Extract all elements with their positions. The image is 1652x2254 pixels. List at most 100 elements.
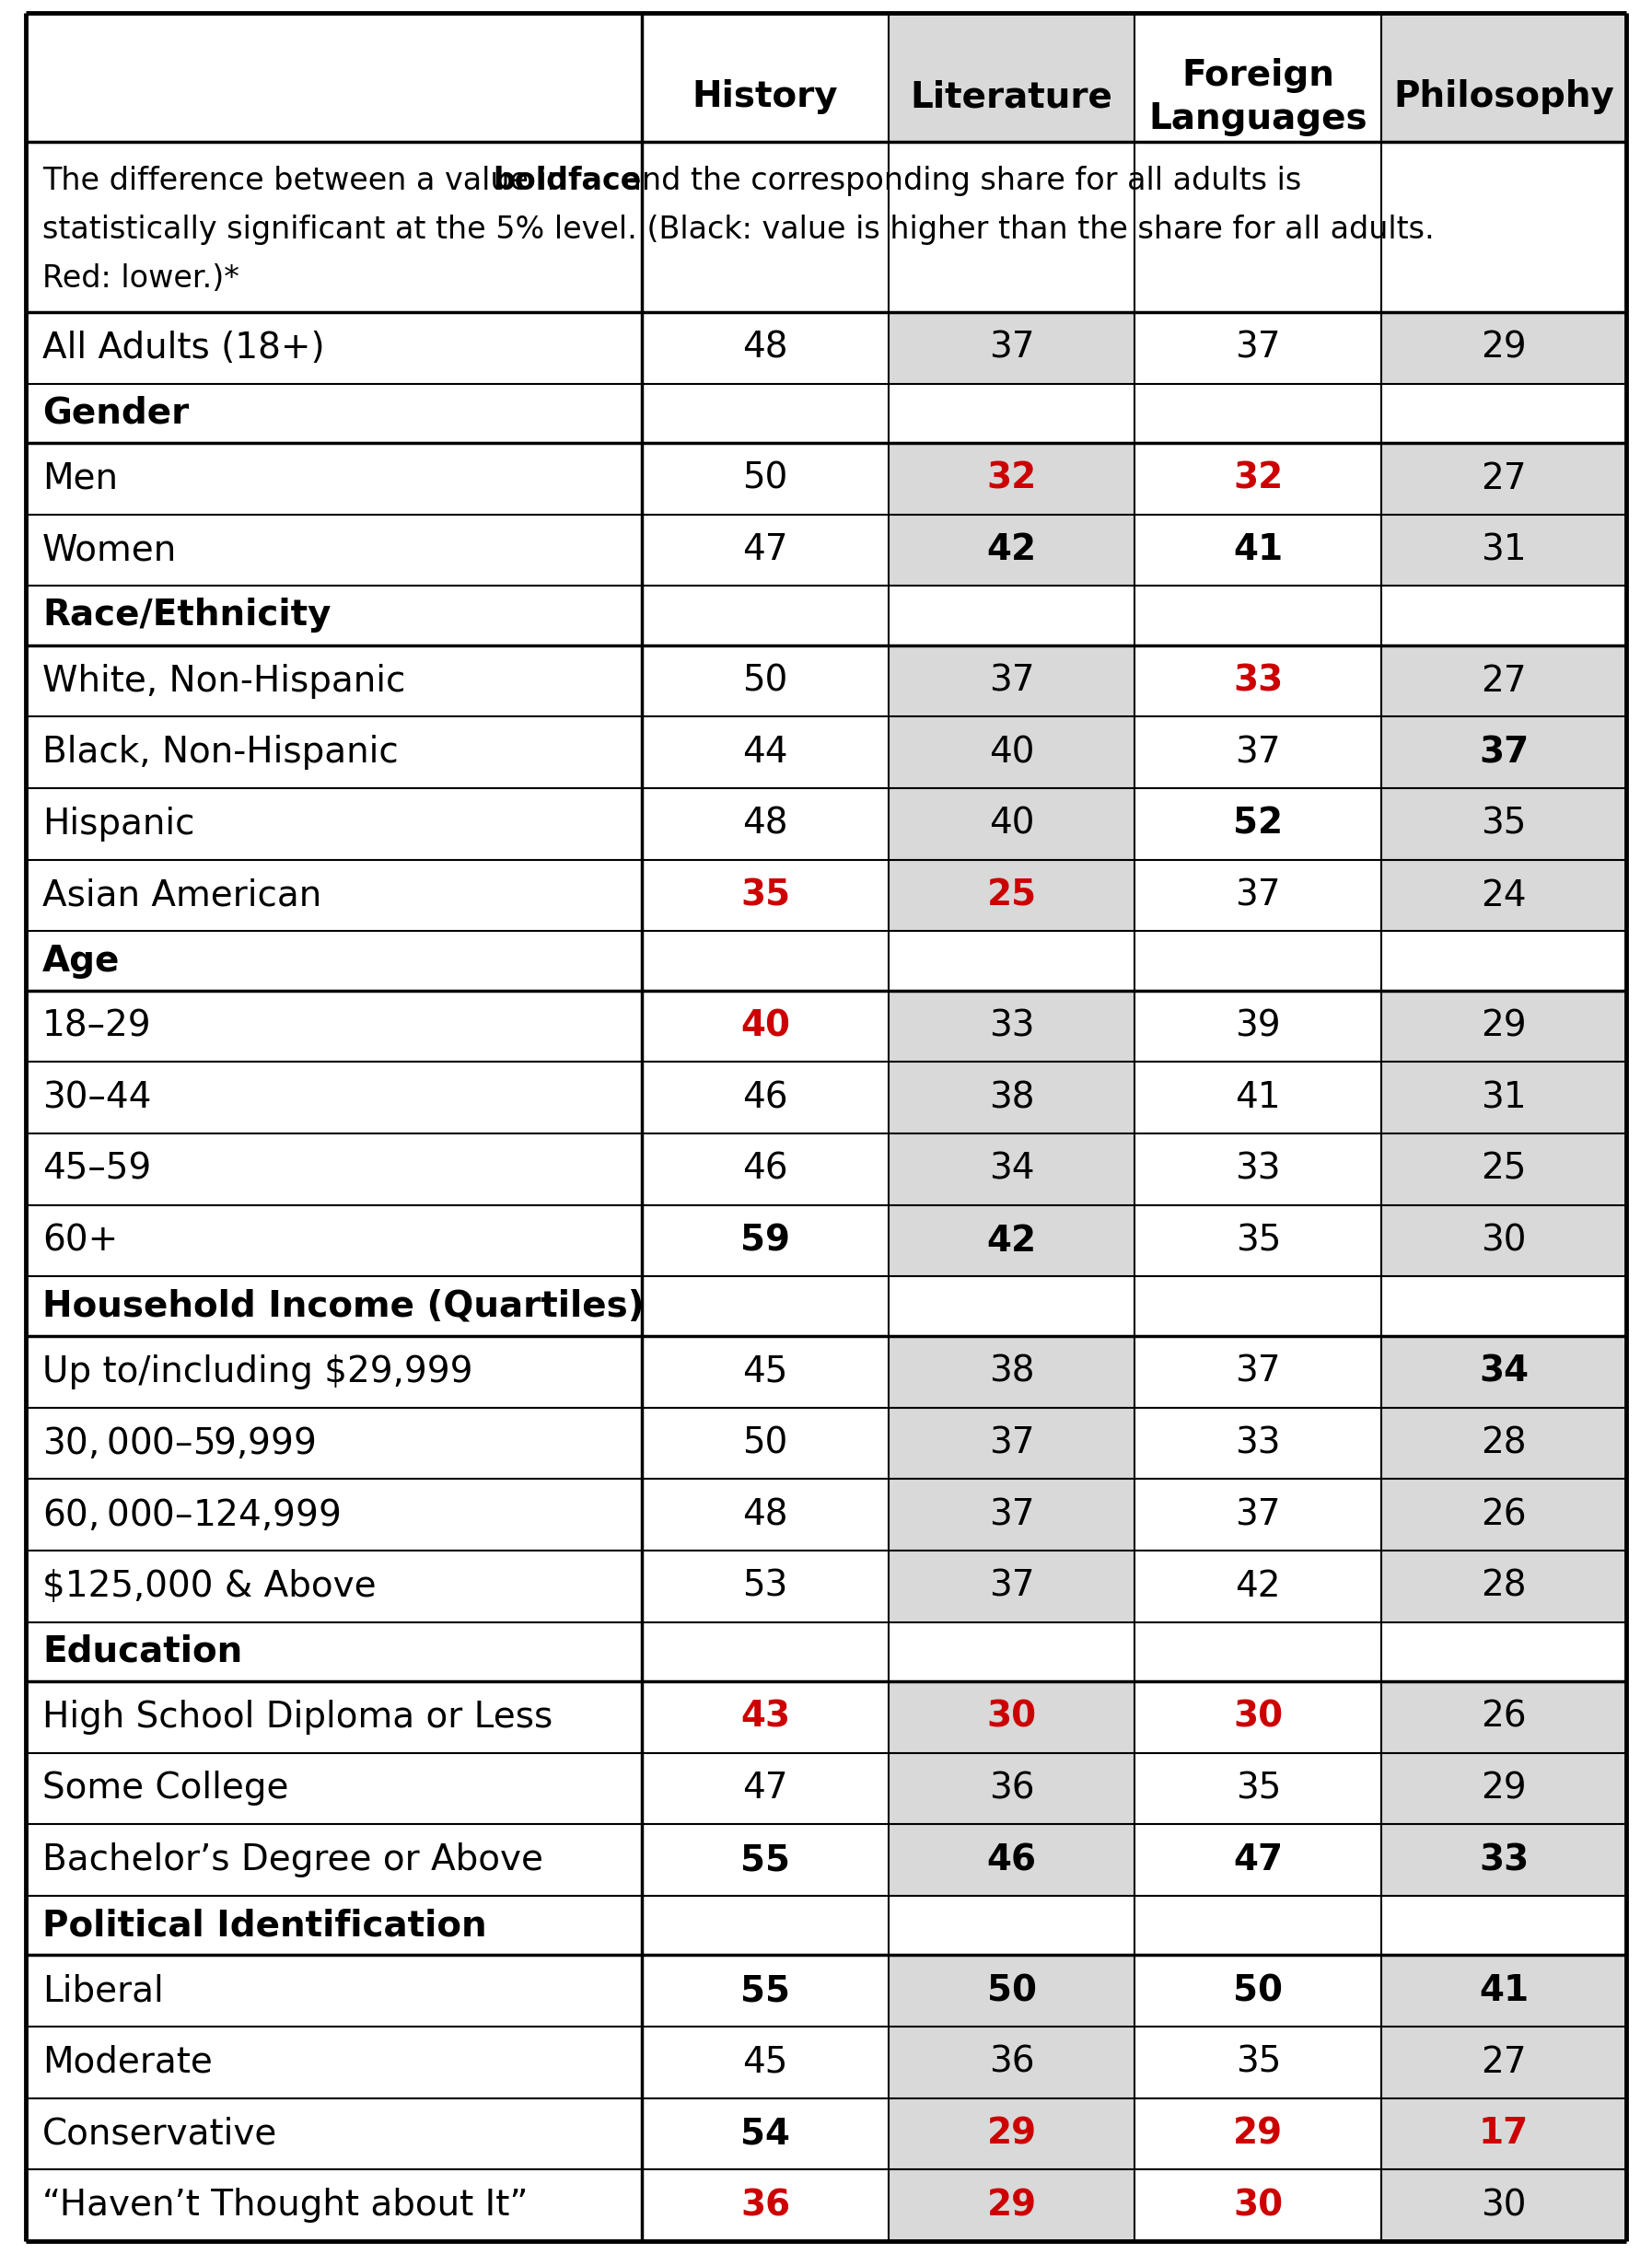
Text: 48: 48 [742,807,788,841]
Text: 30: 30 [986,1700,1036,1736]
Bar [1381,2098,1626,2171]
Text: 27: 27 [1480,462,1526,496]
Text: 45: 45 [742,1355,788,1388]
Bar [643,1479,889,1551]
Text: High School Diploma or Less: High School Diploma or Less [43,1700,553,1736]
Bar [26,1954,643,2026]
Text: 39: 39 [1236,1010,1280,1044]
Text: Gender: Gender [43,397,188,431]
Bar [1381,1062,1626,1134]
Text: 50: 50 [742,1425,788,1461]
Bar [889,14,1135,142]
Bar [26,14,643,142]
Text: Conservative: Conservative [43,2117,278,2150]
Text: 30: 30 [1480,2189,1526,2222]
Text: Race/Ethnicity: Race/Ethnicity [43,597,330,633]
Text: 24: 24 [1480,879,1526,913]
Text: 35: 35 [740,879,790,913]
Bar [643,859,889,931]
Text: 30: 30 [1480,1224,1526,1258]
Bar [889,645,1135,717]
Text: 50: 50 [742,462,788,496]
Bar [1135,2026,1381,2098]
Text: 33: 33 [1236,1425,1280,1461]
Bar [1381,1479,1626,1551]
Text: 40: 40 [990,735,1034,771]
Text: 52: 52 [1232,807,1284,841]
Bar [643,1754,889,1823]
Text: 17: 17 [1479,2117,1528,2150]
Bar [1135,1062,1381,1134]
Text: 29: 29 [986,2189,1036,2222]
Text: History: History [692,79,838,115]
Bar [643,1954,889,2026]
Bar [889,789,1135,859]
Bar [643,1062,889,1134]
Text: boldface: boldface [494,167,643,196]
Bar [643,1206,889,1276]
Text: Up to/including $29,999: Up to/including $29,999 [43,1355,472,1388]
Text: 47: 47 [742,532,788,568]
Bar [643,2171,889,2240]
Bar [1135,442,1381,514]
Text: Literature: Literature [910,79,1113,115]
Bar [643,789,889,859]
Text: Political Identification: Political Identification [43,1907,487,1943]
Bar [1381,990,1626,1062]
Text: 37: 37 [990,663,1034,699]
Text: 42: 42 [986,1224,1036,1258]
Text: 25: 25 [1482,1152,1526,1188]
Bar [26,383,1626,442]
Bar [26,586,1626,645]
Bar [1381,442,1626,514]
Bar [1135,1406,1381,1479]
Text: 28: 28 [1480,1425,1526,1461]
Text: 29: 29 [986,2117,1036,2150]
Bar [643,1134,889,1206]
Text: 37: 37 [1236,1355,1280,1388]
Bar [643,717,889,789]
Text: 55: 55 [740,1972,790,2008]
Text: 37: 37 [990,1425,1034,1461]
Bar [889,1206,1135,1276]
Text: 26: 26 [1480,1700,1526,1736]
Bar [26,1337,643,1406]
Bar [1135,514,1381,586]
Bar [1381,859,1626,931]
Text: Bachelor’s Degree or Above: Bachelor’s Degree or Above [43,1842,544,1878]
Text: 60+: 60+ [43,1224,117,1258]
Text: 45: 45 [742,2044,788,2080]
Bar [643,1406,889,1479]
Text: 40: 40 [740,1010,790,1044]
Bar [1135,645,1381,717]
Text: 34: 34 [1479,1355,1528,1388]
Text: Foreign
Languages: Foreign Languages [1148,59,1368,135]
Text: 47: 47 [1232,1842,1284,1878]
Text: 41: 41 [1232,532,1284,568]
Text: 34: 34 [990,1152,1034,1188]
Text: 55: 55 [740,1842,790,1878]
Bar [1381,1681,1626,1754]
Text: statistically significant at the 5% level. (Black: value is higher than the shar: statistically significant at the 5% leve… [43,214,1434,246]
Text: 42: 42 [986,532,1036,568]
Bar [889,311,1135,383]
Bar [1381,1134,1626,1206]
Bar [1381,2026,1626,2098]
Bar [26,1823,643,1896]
Bar [889,2098,1135,2171]
Text: Some College: Some College [43,1772,289,1805]
Bar [1381,14,1626,142]
Text: 33: 33 [1479,1842,1528,1878]
Text: $125,000 & Above: $125,000 & Above [43,1569,377,1603]
Text: 45–59: 45–59 [43,1152,152,1188]
Text: 30: 30 [1232,2189,1284,2222]
Text: 33: 33 [1236,1152,1280,1188]
Text: 29: 29 [1480,331,1526,365]
Bar [26,1406,643,1479]
Text: 36: 36 [990,1772,1034,1805]
Text: Black, Non-Hispanic: Black, Non-Hispanic [43,735,398,771]
Bar [1135,1954,1381,2026]
Bar [1135,2171,1381,2240]
Bar [1135,789,1381,859]
Text: 30–44: 30–44 [43,1080,152,1116]
